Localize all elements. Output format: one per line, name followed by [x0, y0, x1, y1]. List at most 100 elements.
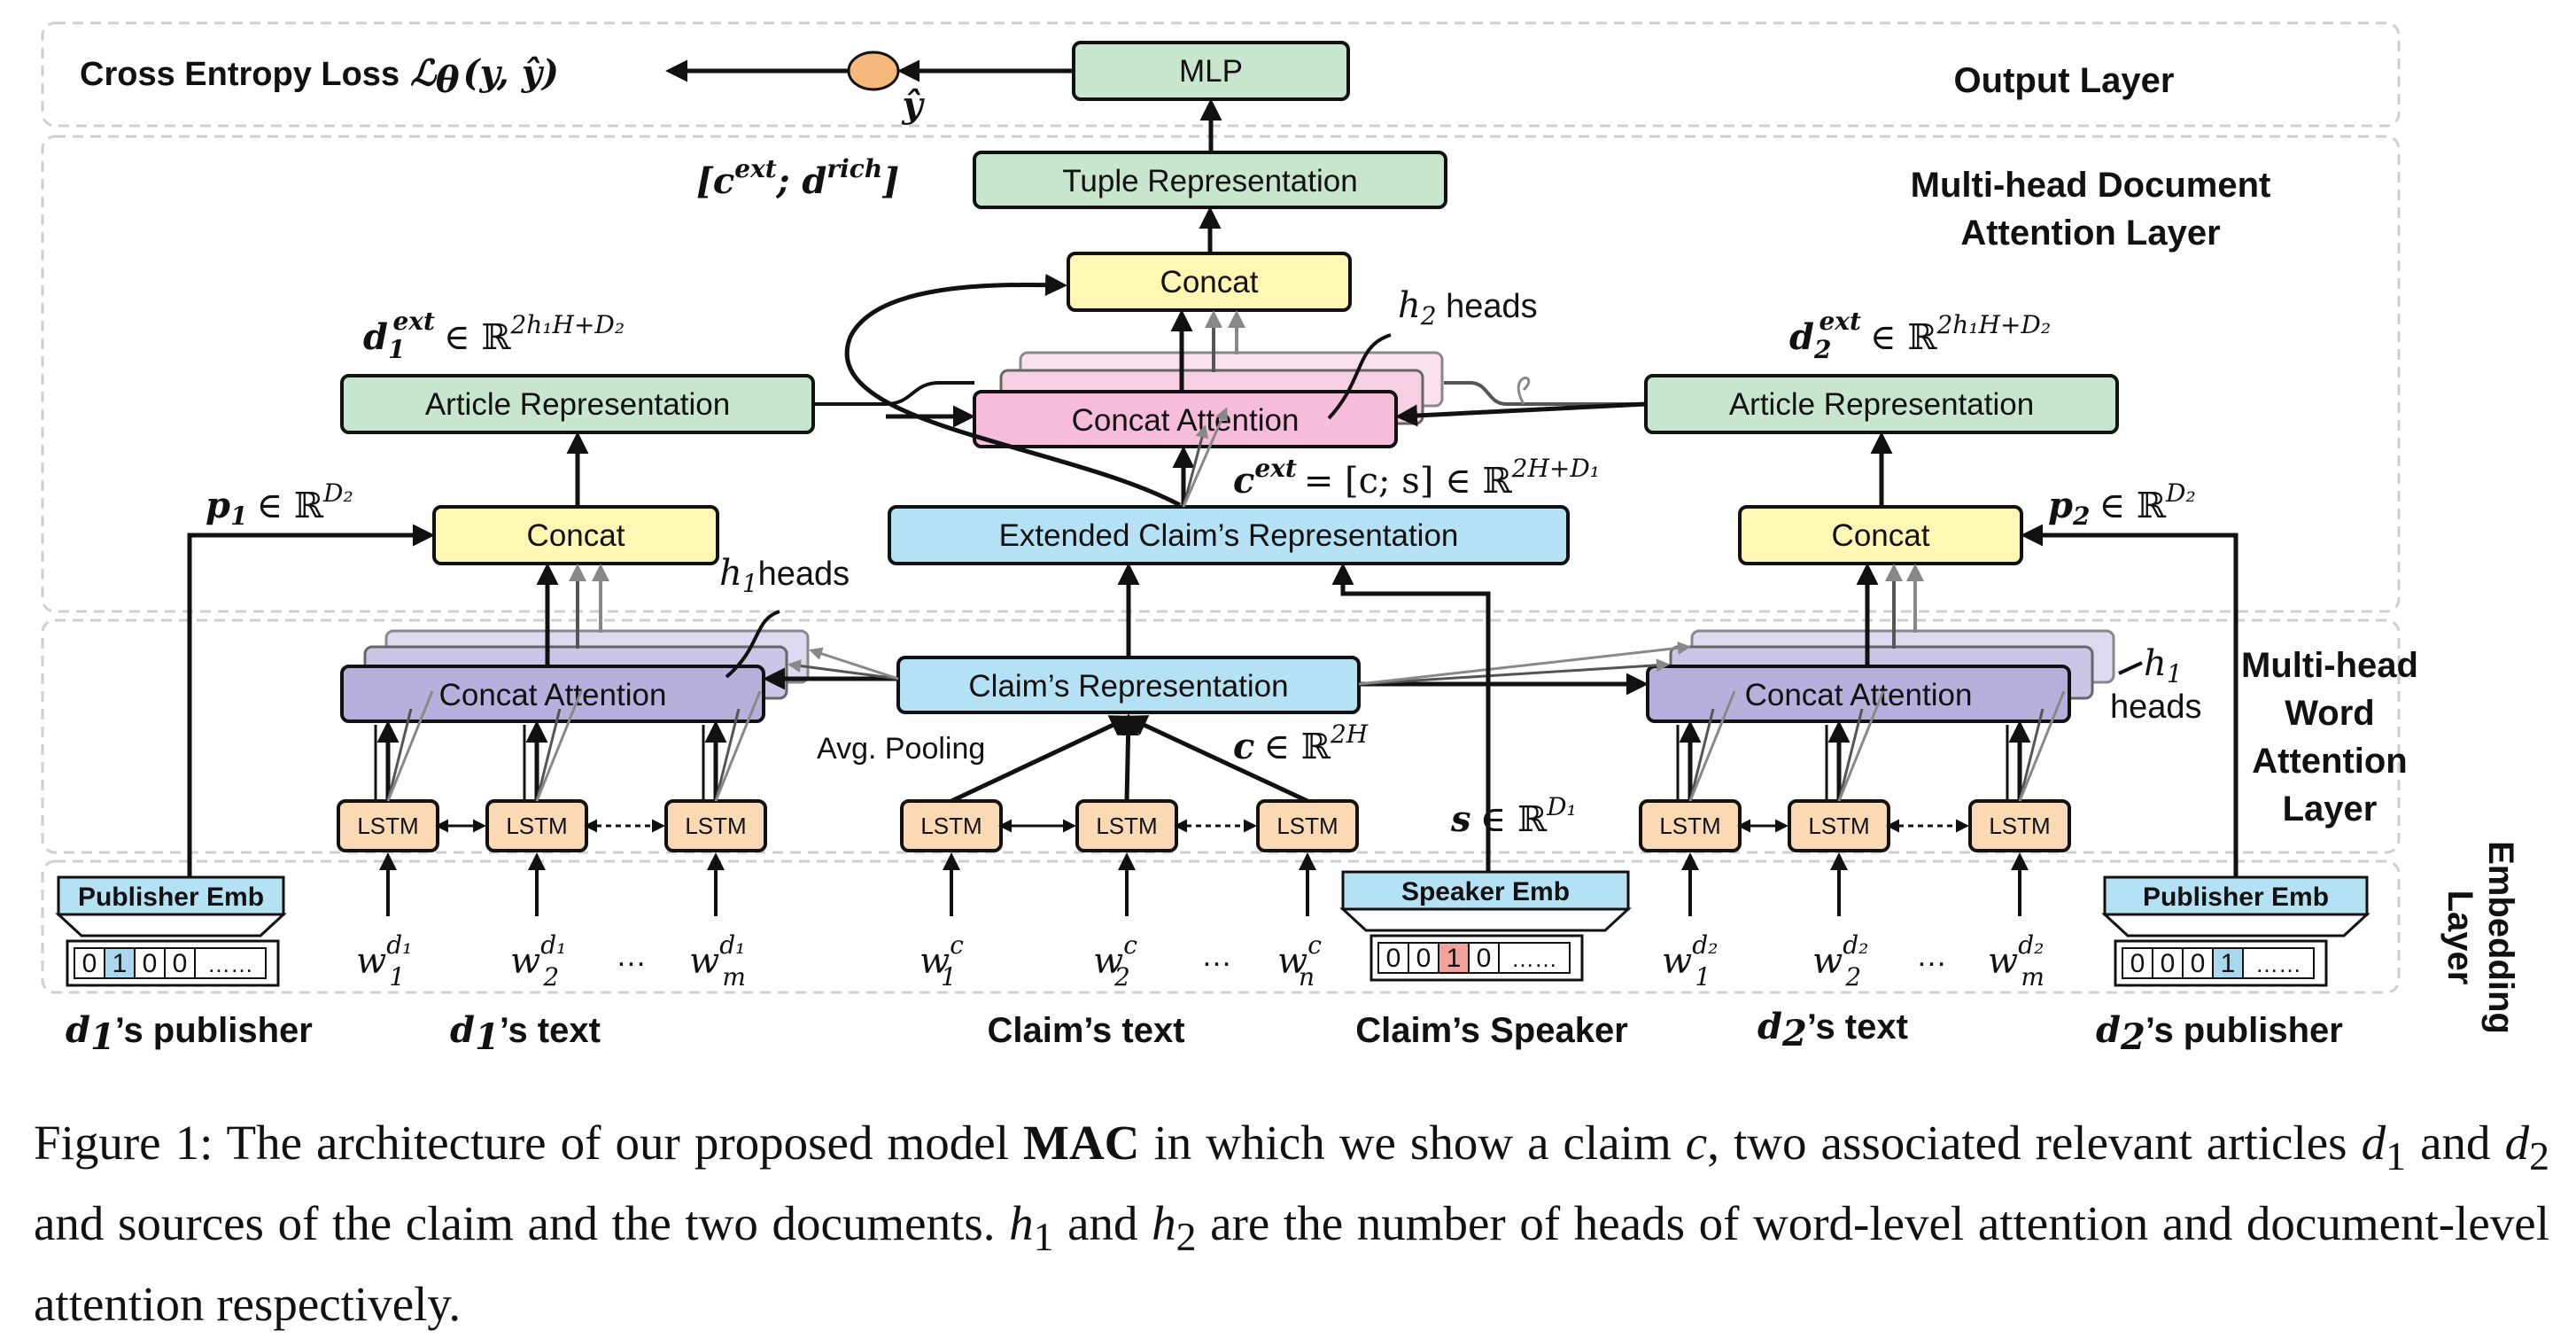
- s-space-formula: s ∈ ℝD₁: [1450, 792, 1577, 840]
- vec-right-cell-1: [2122, 947, 2153, 979]
- lstm-to-claim-rep-1: [950, 715, 1133, 804]
- lstm-to-att-head3-d2-2: [1837, 690, 1885, 802]
- vec-right-cell-5: [2242, 947, 2315, 979]
- right-article-to-doc-att: [1444, 381, 1646, 406]
- lstm-layer: LSTM LSTM LSTM LSTM LSTM LSTM LSTM LSTM LSTM: [337, 690, 2071, 916]
- lstm-to-claim-rep-3: [1124, 715, 1309, 804]
- tuple-rep-label: Tuple Representation: [1062, 164, 1357, 198]
- architecture-figure: Output Layer Multi-head Document Attenti…: [34, 21, 2549, 1331]
- extended-claim-label: Extended Claim’s Representation: [999, 518, 1459, 553]
- h1-right-pointer: [2118, 661, 2143, 675]
- lstm-label-claim-3: LSTM: [1276, 813, 1338, 839]
- lstm-to-att-head3-d1-3: [714, 690, 762, 802]
- word-att-left-head-1: [340, 665, 765, 723]
- y-hat-label: ŷ: [901, 84, 925, 126]
- embedding-layer-title-1: Embedding: [2481, 841, 2520, 1034]
- token-ellipsis-c: …: [1201, 938, 1232, 973]
- vec-speaker-value-4: 0: [1477, 944, 1492, 973]
- d2-publisher-label: d2’s publisher: [2096, 1009, 2343, 1058]
- left-article-to-doc-att: [813, 381, 974, 406]
- vec-speaker-cell-3: [1438, 942, 1470, 974]
- article-rep-right-label: Article Representation: [1729, 387, 2034, 422]
- ext-claim-to-concat-curve: [844, 274, 1182, 508]
- claim-to-right-att-3: [1358, 641, 1691, 686]
- token-ellipsis-d1: …: [616, 938, 647, 973]
- d2-ext-formula: d2ext ∈ ℝ2h₁H+D₂: [1789, 307, 2051, 364]
- p1-formula: p1 ∈ ℝD₂: [206, 478, 353, 531]
- token-d2-1: wd₂ 1: [1662, 930, 1718, 992]
- token-c-2: wc 2: [1093, 930, 1137, 992]
- right-article-to-doc-att-arrow: [1395, 401, 1647, 427]
- lstm-label-d2-1: LSTM: [1659, 813, 1720, 839]
- output-node: [847, 51, 900, 91]
- lstm-to-att-head2-d2-3: [2018, 708, 2045, 802]
- doc-concat-label: Concat: [1160, 265, 1259, 299]
- publisher-left-emb-label: Publisher Emb: [78, 883, 264, 912]
- d1-ext-formula: d1ext ∈ ℝ2h₁H+D₂: [363, 307, 625, 364]
- vec-speaker-cell-5: [1498, 942, 1571, 974]
- speaker-trapezoid: [1339, 907, 1632, 932]
- p2-formula: p2 ∈ ℝD₂: [2048, 478, 2196, 531]
- vec-left-value-2: 1: [113, 949, 128, 978]
- h2-pointer: [1327, 333, 1392, 420]
- lstm-label-d1-1: LSTM: [357, 813, 418, 839]
- vec-speaker-value-5: ……: [1511, 945, 1557, 972]
- extended-claim-box: [888, 505, 1570, 565]
- publisher-right-emb-label: Publisher Emb: [2143, 883, 2329, 912]
- claim-text-label: Claim’s text: [987, 1011, 1184, 1050]
- publisher-left-vector: 0 1 0 0……: [66, 939, 280, 987]
- token-d2-2: wd₂ 2: [1812, 930, 1868, 992]
- vec-right-value-4: 1: [2221, 949, 2236, 978]
- lstm-label-d2-3: LSTM: [1989, 813, 2050, 839]
- token-ellipsis-d2: …: [1916, 938, 1947, 973]
- ext-claim-to-doc-att-2: [1182, 424, 1209, 508]
- lstm-to-att-head3-d1-2: [535, 690, 583, 802]
- d1-text-label: d1’s text: [450, 1009, 601, 1058]
- vec-right-value-1: 0: [2130, 949, 2145, 978]
- article-rep-left-label: Article Representation: [425, 387, 730, 422]
- doc-attention-layer-region: [41, 135, 2401, 613]
- h1-right-label: h1: [2144, 643, 2183, 688]
- vec-left-cell-1: [74, 947, 105, 979]
- embedding-layer-title-2: Layer: [2440, 891, 2479, 985]
- publisher-right-vector: 0 0 0 1……: [2114, 939, 2328, 987]
- output-layer-title: Output Layer: [1954, 61, 2175, 100]
- ext-claim-to-doc-att-3: [1182, 407, 1229, 508]
- token-c-3: wc n: [1277, 930, 1322, 992]
- doc-attention-label: Concat Attention: [1072, 403, 1300, 438]
- concat-right-label: Concat: [1832, 518, 1930, 553]
- lstm-label-d1-2: LSTM: [506, 813, 567, 839]
- c-space-formula: c ∈ ℝ2H: [1233, 720, 1369, 767]
- vec-speaker-cell-1: [1377, 942, 1409, 974]
- loss-label: Cross Entropy Loss ℒθ (y, ŷ): [80, 52, 559, 101]
- h1-right-heads: heads: [2110, 688, 2202, 726]
- d1-publisher-label: d1’s publisher: [66, 1009, 313, 1058]
- doc-layer-title-2: Attention Layer: [1960, 214, 2220, 253]
- right-article-head-links: [1517, 377, 1531, 405]
- lstm-label-claim-2: LSTM: [1096, 813, 1157, 839]
- lstm-to-att-head3-d2-1: [1688, 690, 1736, 802]
- vec-left-frame: [66, 939, 280, 987]
- mac-architecture-diagram: Output Layer Multi-head Document Attenti…: [41, 21, 2520, 1058]
- speaker-vector: 0 0 1 0……: [1369, 934, 1584, 982]
- h1-left-pointer: [725, 610, 780, 679]
- lstm-to-att-head2-d1-2: [535, 708, 562, 802]
- word-layer-title-2: Word: [2285, 694, 2374, 733]
- publisher-right-trapezoid: [2101, 913, 2370, 937]
- token-d1-2: wd₁ 2: [510, 930, 566, 992]
- lstm-to-att-head2-d2-1: [1688, 708, 1715, 802]
- vec-left-value-1: 0: [82, 949, 97, 978]
- claim-rep-label: Claim’s Representation: [968, 669, 1288, 704]
- claim-speaker-label: Claim’s Speaker: [1355, 1011, 1628, 1050]
- word-att-right-label: Concat Attention: [1745, 678, 1973, 712]
- embedding-layer-region: [41, 860, 2401, 994]
- d2-text-label: d2’s text: [1757, 1006, 1908, 1054]
- publisher-right-to-concat: [2021, 524, 2238, 881]
- lstm-to-att-head2-d2-2: [1837, 708, 1864, 802]
- speaker-to-ext-claim: [1331, 563, 1491, 890]
- avg-pooling-label: Avg. Pooling: [817, 732, 985, 766]
- vec-speaker-frame: [1369, 934, 1584, 982]
- h2-heads-label: h2 heads: [1398, 285, 1538, 331]
- vec-right-value-5: ……: [2255, 951, 2301, 977]
- lstm-to-att-head3-d2-3: [2018, 690, 2066, 802]
